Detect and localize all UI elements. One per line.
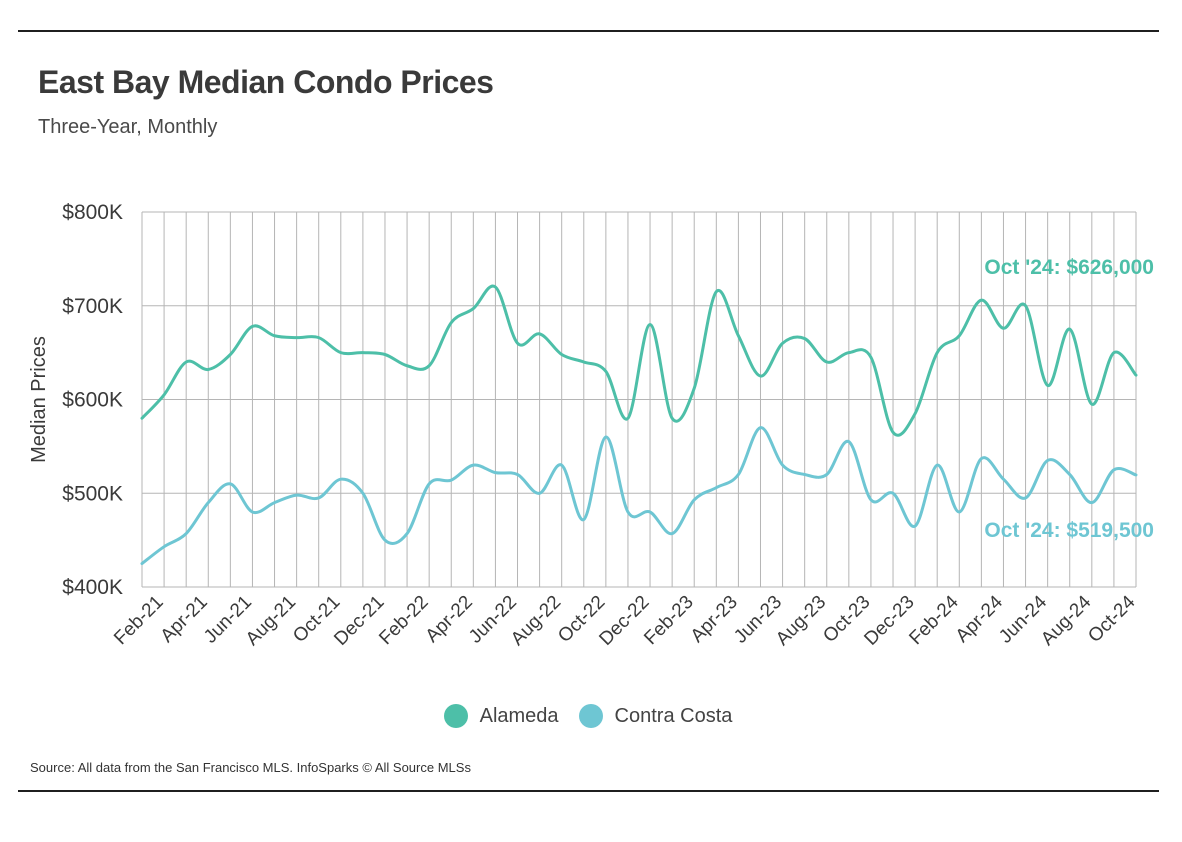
x-tick-label: Apr-22	[422, 592, 477, 647]
series-line-alameda	[140, 284, 1138, 437]
x-tick-label: Apr-24	[952, 591, 1007, 646]
series-line-contra-costa	[140, 426, 1138, 566]
x-tick-label: Aug-22	[507, 592, 565, 650]
x-tick-label: Dec-23	[860, 592, 918, 650]
x-tick-label: Aug-23	[772, 592, 830, 650]
legend-swatch-contra-costa	[578, 704, 603, 728]
x-tick-label: Feb-22	[375, 592, 432, 649]
x-tick-label: Feb-21	[110, 592, 167, 649]
x-tick-label: Dec-22	[595, 592, 653, 650]
x-tick-label: Feb-24	[905, 591, 963, 649]
x-tick-label: Feb-23	[640, 592, 697, 649]
bottom-rule	[18, 790, 1159, 792]
x-tick-label: Apr-23	[687, 592, 742, 647]
y-tick-label: $700K	[62, 295, 123, 318]
legend-label-alameda: Alameda	[479, 704, 559, 727]
y-tick-label: $600K	[62, 389, 123, 412]
x-tick-label: Oct-24	[1084, 591, 1139, 646]
x-tick-label: Aug-21	[242, 592, 300, 650]
chart-title: East Bay Median Condo Prices	[38, 64, 494, 100]
x-tick-label: Dec-21	[330, 592, 388, 650]
legend-item-contra-costa: Contra Costa	[578, 704, 733, 728]
chart-legend: Alameda Contra Costa	[0, 704, 1182, 728]
annotation-contra-costa: Oct '24: $519,500	[984, 519, 1154, 542]
annotation-alameda: Oct '24: $626,000	[984, 256, 1154, 279]
y-tick-label: $400K	[62, 576, 123, 599]
top-rule	[18, 30, 1159, 32]
legend-label-contra-costa: Contra Costa	[614, 704, 733, 727]
x-tick-label: Aug-24	[1037, 591, 1095, 649]
chart-subtitle: Three-Year, Monthly	[38, 116, 218, 138]
y-axis-label: Median Prices	[28, 336, 50, 463]
y-tick-label: $500K	[62, 482, 123, 505]
x-tick-label: Apr-21	[157, 592, 212, 647]
source-note: Source: All data from the San Francisco …	[30, 760, 471, 775]
y-tick-label: $800K	[62, 201, 123, 224]
legend-item-alameda: Alameda	[443, 704, 559, 728]
legend-swatch-alameda	[443, 704, 468, 728]
line-chart: $400K$500K$600K$700K$800KFeb-21Apr-21Jun…	[28, 201, 1154, 650]
